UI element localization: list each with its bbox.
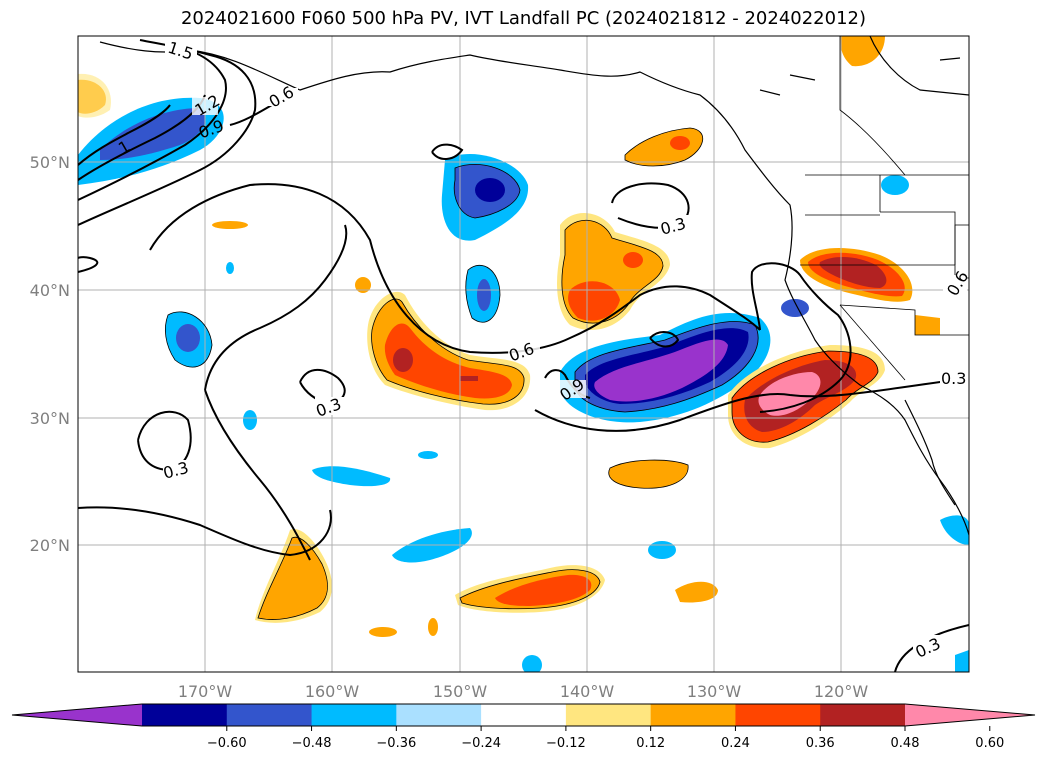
- pv-contours: [78, 39, 969, 672]
- lat-label: 20°N: [30, 536, 70, 555]
- colorbar-segment: [565, 704, 652, 726]
- colorbar-tick-label: 0.60: [975, 736, 1004, 751]
- borders: [800, 36, 969, 381]
- colorbar-tick-label: −0.24: [461, 736, 501, 751]
- colorbar-tick-label: 0.48: [891, 736, 920, 751]
- lat-label: 50°N: [30, 153, 70, 172]
- colorbar-tick-label: 0.12: [636, 736, 665, 751]
- colorbar-segment: [396, 704, 482, 726]
- map-frame: [77, 35, 970, 673]
- colorbar-tick-label: 0.36: [806, 736, 835, 751]
- lat-label: 30°N: [30, 409, 70, 428]
- colorbar-extend-high: [905, 704, 1035, 726]
- colorbar-tick-label: 0.24: [721, 736, 750, 751]
- pv-anomaly-fills: [78, 36, 969, 672]
- map-title: 2024021600 F060 500 hPa PV, IVT Landfall…: [180, 8, 867, 29]
- lon-label: 160°W: [305, 682, 360, 701]
- lon-label: 130°W: [687, 682, 742, 701]
- contour-label: 0.3: [941, 369, 966, 388]
- colorbar-segment: [481, 704, 567, 726]
- lon-label: 150°W: [433, 682, 488, 701]
- colorbar: −0.60 −0.48 −0.36 −0.24 −0.12 0.12 0.24 0.36 0.4…: [11, 703, 1036, 751]
- anomaly-outlines: [164, 127, 879, 620]
- colorbar-tick-label: −0.48: [292, 736, 332, 751]
- contour-labels: 1.5 1.2 0.9 0.6 0.3 0.6 0.9 0.3 0.3 0.3 …: [115, 38, 969, 662]
- colorbar-segment: [311, 704, 397, 726]
- colorbar-segment: [650, 704, 736, 726]
- colorbar-tick-label: −0.60: [207, 736, 247, 751]
- colorbar-outline: [11, 703, 1036, 727]
- colorbar-tick-label: −0.36: [376, 736, 416, 751]
- colorbar-segment: [820, 704, 906, 726]
- colorbar-segment: [226, 704, 313, 726]
- lon-label: 170°W: [178, 682, 233, 701]
- colorbar-extend-low: [12, 704, 142, 726]
- longitude-labels: 170°W 160°W 150°W 140°W 130°W 120°W: [178, 682, 869, 701]
- lat-label: 40°N: [30, 281, 70, 300]
- latitude-labels: 50°N 40°N 30°N 20°N: [30, 153, 70, 555]
- colorbar-segment: [735, 704, 821, 726]
- map-content: 1.5 1.2 0.9 0.6 0.3 0.6 0.9 0.3 0.3 0.3 …: [78, 36, 969, 672]
- lon-label: 140°W: [560, 682, 615, 701]
- lon-label: 120°W: [814, 682, 869, 701]
- colorbar-segment: [142, 704, 228, 726]
- colorbar-tick-label: −0.12: [546, 736, 586, 751]
